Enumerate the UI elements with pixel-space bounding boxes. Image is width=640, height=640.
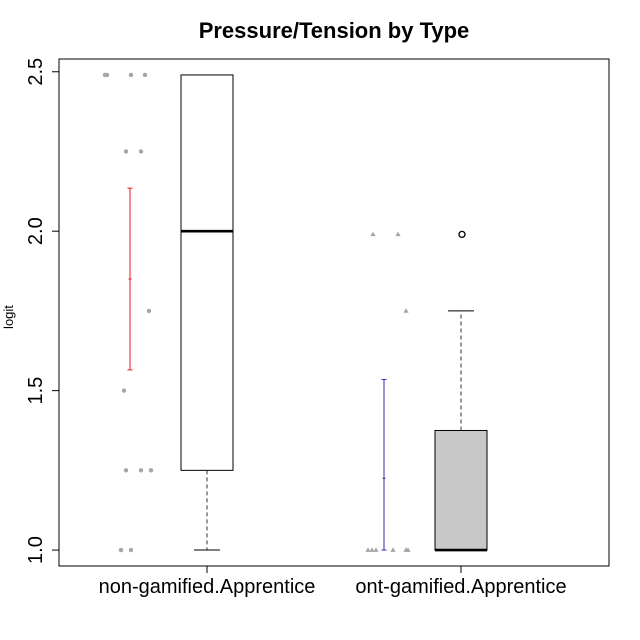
x-tick-label: non-gamified.Apprentice [99, 576, 316, 598]
jitter-points-layer [102, 72, 411, 553]
jitter-point [403, 308, 409, 313]
y-tick-label: 2.0 [25, 217, 47, 245]
jitter-point [369, 547, 375, 552]
y-tick-label: 1.0 [25, 536, 47, 564]
x-axis: non-gamified.Apprentice ont-gamified.Appr… [99, 566, 567, 598]
jitter-point [395, 231, 401, 237]
y-tick-label: 1.5 [25, 377, 47, 405]
jitter-point [148, 468, 154, 473]
x-tick-label: ont-gamified.Apprentice [355, 576, 566, 598]
jitter-point [128, 72, 134, 78]
mean-ci-bar [127, 187, 133, 371]
jitter-point [121, 388, 127, 393]
jitter-point [142, 72, 148, 78]
jitter-point [138, 468, 144, 473]
jitter-point [104, 72, 110, 78]
boxes-layer [180, 74, 488, 552]
jitter-point [405, 547, 411, 552]
jitter-point [365, 547, 371, 552]
jitter-point [390, 547, 396, 552]
y-tick-label: 2.5 [25, 58, 47, 86]
outlier-point [458, 230, 466, 239]
jitter-point [373, 547, 379, 552]
jitter-point [138, 149, 144, 154]
box [180, 74, 234, 551]
chart-title: Pressure/Tension by Type [199, 18, 470, 43]
jitter-point [128, 547, 134, 553]
box [434, 230, 488, 552]
mean-ci-bar [381, 378, 387, 551]
y-axis: 1.0 1.5 2.0 2.5 [25, 58, 60, 564]
jitter-point [123, 149, 129, 154]
box-body [180, 74, 234, 471]
mean-ci-layer [127, 187, 387, 551]
jitter-point [118, 547, 124, 553]
box-body [434, 429, 488, 551]
y-axis-label: logit [1, 305, 16, 329]
jitter-point [123, 468, 129, 473]
jitter-point [370, 231, 376, 237]
jitter-point [146, 308, 152, 314]
plot-frame [58, 58, 610, 567]
